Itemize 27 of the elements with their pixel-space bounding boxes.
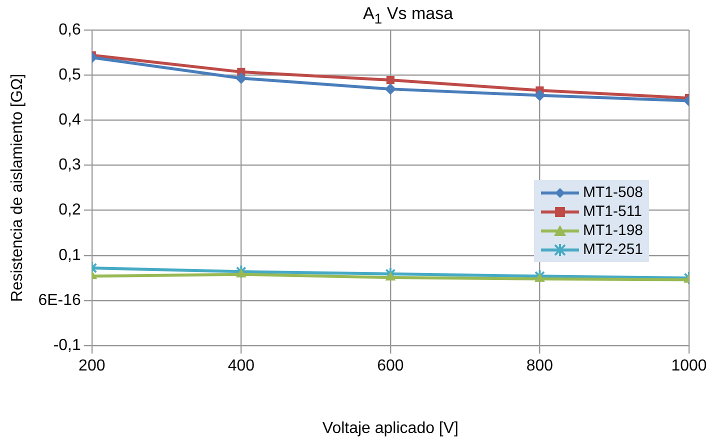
point: [384, 84, 396, 95]
y-tick-label: 0,1: [58, 246, 81, 264]
point: [534, 273, 545, 282]
x-tick-label: 600: [377, 358, 404, 375]
y-tick-label: 6E-16: [38, 292, 81, 309]
legend-label: MT1-511: [583, 203, 642, 220]
x-tick-label: 400: [228, 358, 255, 375]
y-tick-label: 0,5: [58, 66, 81, 84]
x-tick-label: 200: [78, 358, 106, 375]
chart-title: A$_{1}$ Vs masa: [362, 4, 454, 28]
y-axis-title: Resistencia de aislamiento [GΩ]: [9, 74, 26, 302]
point: [236, 268, 246, 278]
y-tick-label: 0,3: [58, 156, 81, 174]
legend-label: MT1-198: [583, 222, 644, 239]
x-axis-title: Voltaje aplicado [V]: [322, 420, 458, 437]
point: [236, 72, 247, 84]
y-tick-label: 0,4: [58, 112, 81, 129]
point: [534, 90, 546, 101]
y-tick-label: 0,2: [58, 202, 81, 219]
x-tick-label: 800: [526, 358, 554, 375]
legend-label: MT2-251: [583, 241, 644, 258]
x-tick-label: 1000: [671, 358, 707, 375]
point: [386, 76, 394, 84]
point: [386, 272, 396, 281]
legend-label: MT1-508: [583, 184, 644, 201]
y-tick-label: 0,6: [58, 21, 81, 38]
y-tick-label: -0,1: [53, 337, 81, 354]
